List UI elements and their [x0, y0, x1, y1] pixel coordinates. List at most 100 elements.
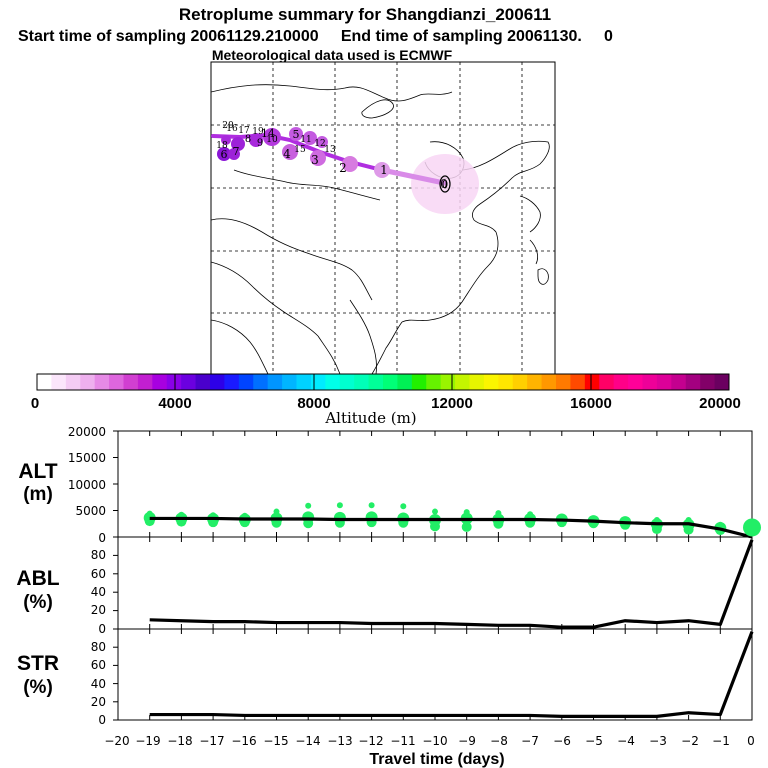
day-label: 7: [233, 145, 240, 158]
y-tick-label: 20000: [68, 425, 106, 439]
colorbar-title: Altitude (m): [324, 409, 416, 427]
y-tick-label: 80: [91, 640, 106, 654]
altitude-point: [653, 517, 660, 524]
day-label: 13: [324, 145, 336, 155]
colorbar-swatch: [714, 374, 730, 390]
plume-marker: [217, 147, 231, 161]
x-tick-label: −15: [263, 734, 288, 748]
colorbar-swatch: [642, 374, 658, 390]
x-tick-label: −6: [553, 734, 571, 748]
colorbar-swatch: [310, 374, 326, 390]
colorbar-swatch: [656, 374, 672, 390]
altitude-point: [463, 509, 470, 516]
colorbar-tick-label: 8000: [297, 395, 330, 412]
plume-marker: [289, 127, 303, 141]
colorbar-swatch: [282, 374, 297, 390]
colorbar-swatch: [483, 374, 499, 390]
colorbar-swatch: [210, 374, 225, 390]
day-label: 4: [283, 147, 291, 161]
colorbar-swatch: [238, 374, 254, 390]
colorbar-swatch: [469, 374, 485, 390]
y-tick-label: 5000: [75, 504, 106, 518]
plume-marker: [342, 156, 358, 172]
abl-y-ticks: 80 60 40 20 0: [91, 548, 106, 636]
colorbar-swatch: [37, 374, 52, 390]
plume-marker: [374, 162, 390, 178]
y-tick-label: 10000: [68, 478, 106, 492]
colorbar-swatch: [541, 374, 557, 390]
y-tick-label: 60: [91, 658, 106, 672]
colorbar-swatch: [65, 374, 81, 390]
plume-marker: [303, 131, 317, 145]
y-tick-label: 0: [98, 713, 106, 727]
altitude-point-terminal: [743, 518, 761, 537]
abl-series-line: [149, 539, 754, 629]
altitude-point: [336, 502, 343, 509]
altitude-point: [717, 521, 724, 528]
x-tick-label: −13: [327, 734, 352, 748]
y-tick-label: 80: [91, 548, 106, 562]
colorbar-swatch: [613, 374, 629, 390]
colorbar-swatch: [411, 374, 427, 390]
x-tick-label: −20: [104, 734, 129, 748]
x-tick-label: −16: [231, 734, 256, 748]
y-tick-label: 0: [98, 531, 106, 545]
altitude-point: [365, 511, 378, 524]
day-label: 14: [261, 127, 275, 140]
colorbar-swatch: [123, 374, 139, 390]
colorbar-swatch: [383, 374, 398, 390]
day-label: 9: [257, 138, 263, 149]
release-site: [439, 175, 451, 193]
figure-title: Retroplume summary for Shangdianzi_20061…: [179, 5, 551, 24]
colorbar-swatch: [368, 374, 384, 390]
y-tick-label: 60: [91, 567, 106, 581]
map-frame: [210, 61, 556, 375]
x-tick-labels: −20 −19 −18 −17 −16 −15 −14 −13 −12 −11 …: [104, 734, 754, 748]
colorbar-swatch: [599, 374, 615, 390]
x-tick-label: −4: [617, 734, 635, 748]
x-tick-label: −18: [167, 734, 192, 748]
day-label: 11: [300, 135, 311, 145]
plume-marker: [221, 135, 231, 145]
altitude-point: [241, 512, 248, 519]
colorbar-swatch: [354, 374, 370, 390]
colorbar-swatch: [397, 374, 413, 390]
colorbar-tick-label: 20000: [699, 395, 741, 412]
x-tick-label: −14: [295, 734, 320, 748]
y-tick-label: 0: [98, 622, 106, 636]
met-data-source: Meteorological data used is ECMWF: [212, 47, 453, 63]
colorbar-swatch: [512, 374, 528, 390]
colorbar-swatch: [224, 374, 240, 390]
colorbar-swatch: [685, 374, 701, 390]
day-label: 20: [222, 121, 234, 131]
altitude-point: [146, 510, 153, 517]
colorbar-swatch: [181, 374, 197, 390]
day-label: 16: [226, 124, 238, 134]
day-label: 2: [339, 161, 347, 175]
x-tick-label: −17: [199, 734, 224, 748]
colorbar-tick-label: 4000: [158, 395, 191, 412]
y-tick-label: 20: [91, 603, 106, 617]
altitude-point: [527, 511, 534, 518]
str-panel-unit: (%): [23, 677, 53, 698]
str-series-line: [149, 631, 754, 718]
altitude-point: [273, 508, 280, 515]
colorbar-swatch: [570, 374, 586, 390]
day-label: 15: [294, 145, 306, 155]
colorbar-swatch: [51, 374, 67, 390]
altitude-point: [495, 510, 502, 517]
altitude-point: [558, 513, 565, 520]
plume-marker: [263, 128, 281, 146]
altitude-point: [178, 511, 185, 518]
x-axis-title: Travel time (days): [369, 751, 504, 768]
day-label: 18: [216, 141, 228, 151]
abl-panel-label: ABL: [16, 567, 59, 590]
altitude-point: [432, 508, 438, 515]
day-label: 8: [245, 134, 251, 145]
abl-panel-frame: [117, 536, 753, 630]
sampling-times: Start time of sampling 20061129.210000 E…: [18, 28, 613, 45]
x-tick-label: −19: [135, 734, 160, 748]
colorbar-swatch: [584, 374, 600, 390]
alt-panel-label: ALT: [18, 460, 57, 483]
